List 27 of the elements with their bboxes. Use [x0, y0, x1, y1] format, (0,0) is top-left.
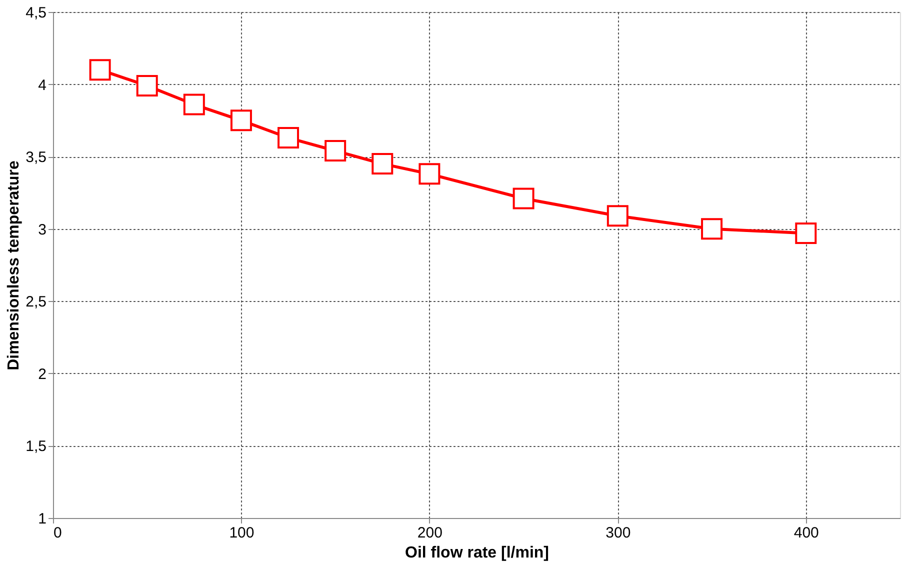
point [512, 188, 534, 210]
x-tick-label: 400 [794, 524, 819, 542]
point [418, 163, 440, 185]
y-tick-label: 2,5 [26, 294, 46, 311]
point [89, 59, 111, 81]
point [372, 153, 394, 175]
point [795, 222, 817, 244]
x-tick-label: 100 [229, 524, 254, 542]
point [278, 127, 300, 149]
point [230, 110, 252, 132]
point [701, 218, 723, 240]
point [136, 74, 158, 96]
x-tick-label: 300 [606, 524, 631, 542]
y-tick-label: 2 [38, 366, 46, 383]
y-axis-title: Dimensionless temperature [6, 160, 23, 370]
y-tick-label: 4 [38, 76, 46, 94]
y-tick-label: 3,5 [26, 149, 46, 166]
point [606, 205, 628, 227]
x-tick-label: 200 [417, 524, 442, 542]
y-tick-label: 3 [38, 221, 46, 238]
x-tick-label: 0 [54, 524, 62, 542]
y-tick-label: 1 [38, 510, 46, 528]
y-tick-label: 1,5 [26, 438, 46, 456]
x-axis-title: Oil flow rate [l/min] [404, 544, 550, 562]
point [183, 94, 205, 116]
y-tick-label: 4,5 [26, 4, 46, 22]
point [324, 140, 346, 162]
